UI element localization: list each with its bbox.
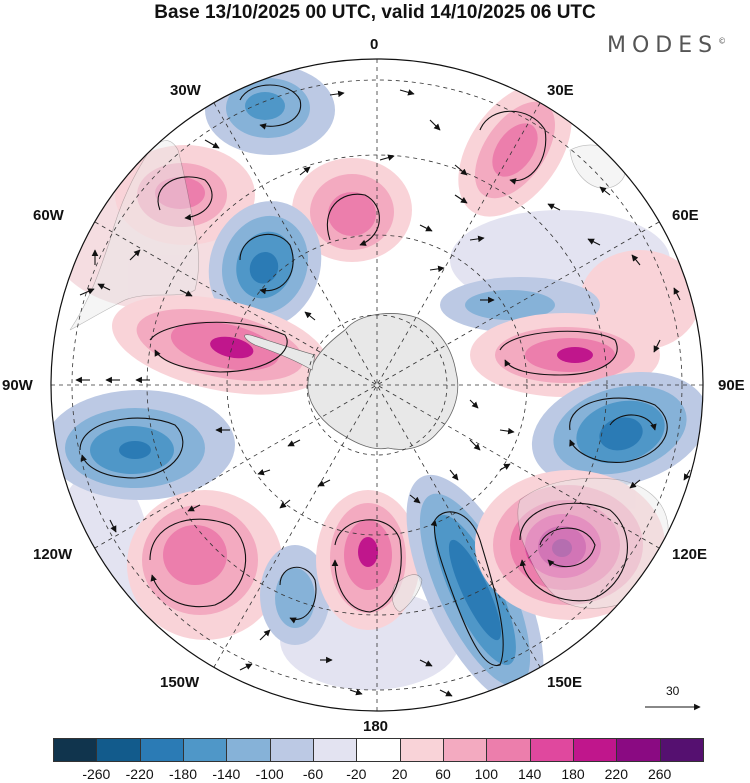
colorbar-swatch <box>226 738 271 762</box>
chart-title: Base 13/10/2025 00 UTC, valid 14/10/2025… <box>154 2 596 23</box>
label-180: 180 <box>363 718 389 735</box>
colorbar-tick-label: -260 <box>82 766 111 782</box>
colorbar-tick-label: 260 <box>647 766 672 782</box>
colorbar-tick-label: -60 <box>302 766 324 782</box>
colorbar-swatch <box>96 738 141 762</box>
colorbar-tick-label: 100 <box>474 766 499 782</box>
label-60e: 60E <box>672 207 699 224</box>
label-90w: 90W <box>2 377 33 394</box>
colorbar-swatch <box>659 738 704 762</box>
label-150e: 150E <box>547 674 583 691</box>
label-120e: 120E <box>672 546 708 563</box>
colorbar-swatch <box>53 738 98 762</box>
colorbar-tick-label: 20 <box>391 766 408 782</box>
colorbar-tick-label: 60 <box>435 766 451 782</box>
colorbar-tick-label: 180 <box>561 766 585 782</box>
label-120w: 120W <box>33 546 73 563</box>
colorbar-tick-label: -140 <box>212 766 241 782</box>
colorbar-swatch <box>616 738 661 762</box>
wind-vectors <box>75 84 691 697</box>
colorbar-tick-label: 140 <box>517 766 542 782</box>
colorbar-swatch <box>183 738 228 762</box>
colorbar-swatch <box>486 738 531 762</box>
reference-vector: 30 <box>640 680 710 710</box>
colorbar-swatch <box>573 738 618 762</box>
shaded-field <box>51 59 703 711</box>
reference-vector-label: 30 <box>666 684 680 698</box>
colorbar-swatch <box>269 738 314 762</box>
colorbar-swatch <box>529 738 574 762</box>
map-border <box>50 58 704 712</box>
colorbar-tick-label: -180 <box>168 766 198 782</box>
colorbar-swatch <box>356 738 401 762</box>
label-150w: 150W <box>160 674 200 691</box>
graticule <box>51 59 703 711</box>
label-30e: 30E <box>547 82 574 99</box>
colorbar-swatch <box>313 738 358 762</box>
label-30w: 30W <box>170 82 201 99</box>
label-60w: 60W <box>33 207 64 224</box>
label-90e: 90E <box>718 377 745 394</box>
brand-logo: MODES© <box>607 33 727 58</box>
colorbar-tick-label: 220 <box>604 766 629 782</box>
colorbar-tick-label: -100 <box>255 766 284 782</box>
colorbar-swatch <box>399 738 444 762</box>
colorbar-swatch <box>443 738 488 762</box>
colorbar-swatch <box>139 738 184 762</box>
colorbar-tick-label: -20 <box>346 766 367 782</box>
label-0: 0 <box>370 36 379 53</box>
colorbar-tick-label: -220 <box>125 766 154 782</box>
